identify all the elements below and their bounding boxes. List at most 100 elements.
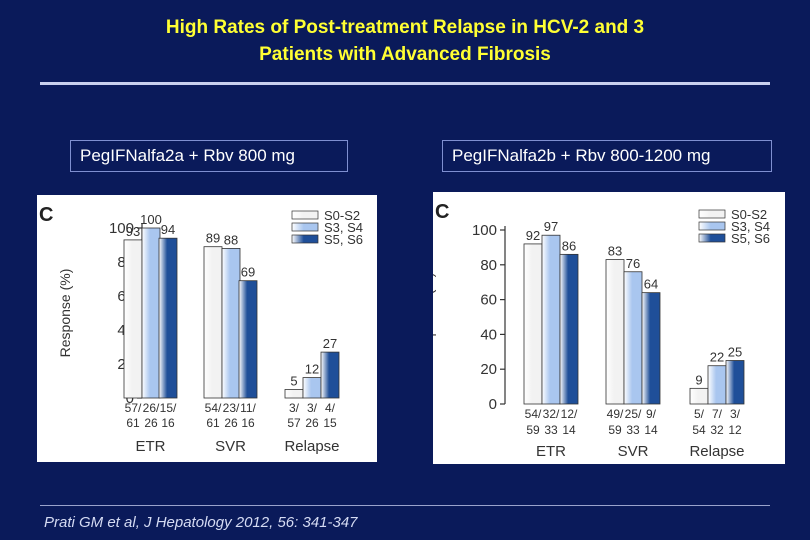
bar <box>203 246 223 399</box>
right-bar-chart: C Response (%) 0 20 40 60 80 100 92 54/59 97 32/33 8… <box>433 201 770 460</box>
count-numerator: 32/ <box>543 407 560 421</box>
category-label: ETR <box>136 438 166 455</box>
count-denominator: 57 <box>287 416 301 430</box>
bar <box>541 234 561 405</box>
slide-title: High Rates of Post-treatment Relapse in … <box>40 14 770 68</box>
count-numerator: 5/ <box>694 407 705 421</box>
bar <box>605 259 625 405</box>
count-denominator: 59 <box>608 423 622 437</box>
count-numerator: 9/ <box>646 407 657 421</box>
title-line-2: Patients with Advanced Fibrosis <box>259 44 551 65</box>
count-denominator: 16 <box>161 416 175 430</box>
count-numerator: 15/ <box>160 401 177 415</box>
legend-label: S3, S4 <box>731 219 770 234</box>
bar-value-label: 93 <box>126 224 140 239</box>
count-numerator: 7/ <box>712 407 723 421</box>
count-denominator: 33 <box>626 423 640 437</box>
legend-label: S3, S4 <box>324 220 363 235</box>
count-denominator: 14 <box>644 423 658 437</box>
bar <box>725 360 745 405</box>
legend-label: S0-S2 <box>324 208 360 223</box>
bar-value-label: 27 <box>323 336 337 351</box>
right-regimen-label: PegIFNalfa2b + Rbv 800-1200 mg <box>442 140 772 172</box>
legend-swatch <box>291 210 319 220</box>
count-denominator: 16 <box>241 416 255 430</box>
count-numerator: 54/ <box>205 401 222 415</box>
bar-value-label: 83 <box>608 244 622 259</box>
category-label: SVR <box>618 443 649 460</box>
count-denominator: 14 <box>562 423 576 437</box>
bar <box>707 365 727 405</box>
y-tick-label: 20 <box>480 361 497 378</box>
bar-value-label: 86 <box>562 238 576 253</box>
bar <box>641 292 661 405</box>
bar <box>238 280 258 399</box>
title-line-1: High Rates of Post-treatment Relapse in … <box>165 17 645 38</box>
category-label: Relapse <box>284 438 339 455</box>
bar-value-label: 76 <box>626 256 640 271</box>
y-tick-label: 60 <box>480 292 497 309</box>
panel-letter: C <box>435 201 449 223</box>
legend-swatch <box>698 221 726 231</box>
count-denominator: 12 <box>728 423 742 437</box>
legend-label: S0-S2 <box>731 207 767 222</box>
bar-value-label: 12 <box>305 362 319 377</box>
footer-divider <box>40 505 770 506</box>
count-numerator: 4/ <box>325 401 336 415</box>
bar <box>284 389 304 399</box>
count-denominator: 26 <box>305 416 319 430</box>
bar-value-label: 89 <box>206 231 220 246</box>
y-axis-label: Response (%) <box>57 269 73 358</box>
y-tick-label: 100 <box>472 222 497 239</box>
panel-letter: C <box>39 204 53 226</box>
bar-value-label: 69 <box>241 265 255 280</box>
count-numerator: 49/ <box>607 407 624 421</box>
count-numerator: 3/ <box>730 407 741 421</box>
y-tick-label: 40 <box>480 326 497 343</box>
count-numerator: 12/ <box>561 407 578 421</box>
y-tick-label: 80 <box>480 257 497 274</box>
bar-value-label: 64 <box>644 277 658 292</box>
y-tick-label: 0 <box>126 390 134 407</box>
right-chart-panel: C Response (%) 0 20 40 60 80 100 92 54/59 97 32/33 8… <box>433 192 785 464</box>
bar <box>302 377 322 399</box>
count-numerator: 25/ <box>625 407 642 421</box>
bar-value-label: 9 <box>695 372 702 387</box>
count-denominator: 54 <box>692 423 706 437</box>
count-numerator: 23/ <box>223 401 240 415</box>
count-denominator: 15 <box>323 416 337 430</box>
bar <box>158 237 178 399</box>
citation: Prati GM et al, J Hepatology 2012, 56: 3… <box>44 514 358 531</box>
category-label: SVR <box>215 438 246 455</box>
count-numerator: 3/ <box>307 401 318 415</box>
legend-swatch <box>291 234 319 244</box>
count-numerator: 26/ <box>143 401 160 415</box>
bar <box>623 271 643 405</box>
count-denominator: 61 <box>126 416 140 430</box>
legend-label: S5, S6 <box>324 232 363 247</box>
bar <box>320 351 340 399</box>
bar-value-label: 25 <box>728 345 742 360</box>
count-denominator: 26 <box>144 416 158 430</box>
legend-swatch <box>291 222 319 232</box>
left-regimen-label: PegIFNalfa2a + Rbv 800 mg <box>70 140 348 172</box>
count-numerator: 3/ <box>289 401 300 415</box>
bar <box>221 248 241 399</box>
bar-value-label: 94 <box>161 222 175 237</box>
count-denominator: 33 <box>544 423 558 437</box>
bar <box>559 253 579 405</box>
count-denominator: 32 <box>710 423 724 437</box>
count-denominator: 59 <box>526 423 540 437</box>
y-axis-label: Response (%) <box>433 273 436 362</box>
bar-value-label: 88 <box>224 232 238 247</box>
category-label: ETR <box>536 443 566 460</box>
bar <box>689 387 709 405</box>
legend-swatch <box>698 233 726 243</box>
bar <box>123 239 143 399</box>
count-denominator: 26 <box>224 416 238 430</box>
y-tick-label: 100 <box>109 220 134 237</box>
legend-swatch <box>698 209 726 219</box>
bar <box>141 227 161 399</box>
